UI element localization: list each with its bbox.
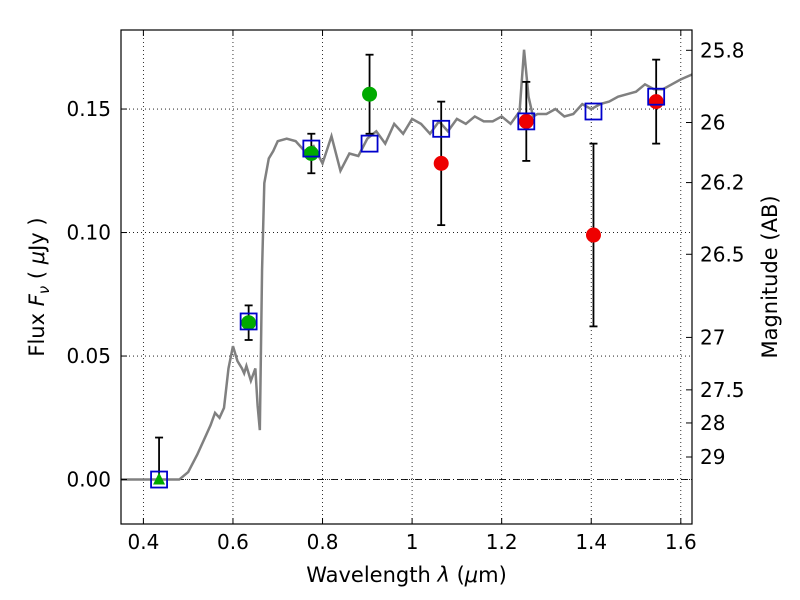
x-tick-label: 1.6 (665, 530, 697, 554)
x-tick-label: 0.6 (217, 530, 249, 554)
detection-point (303, 146, 319, 161)
model-spectrum-line (121, 49, 693, 481)
detection-point (362, 86, 378, 102)
detection-points (153, 86, 664, 485)
axis-ticks: 0.4 0.6 0.8 1 1.2 1.4 1.6 0.00 0.05 0.10 0.15 25.8 2… (66, 30, 745, 554)
model-photometry-square (517, 112, 536, 131)
model-photometry-square (150, 470, 168, 489)
detection-triangle (153, 472, 166, 485)
x-tick-label: 1 (406, 530, 419, 554)
y-tick-label: 0.00 (66, 468, 111, 492)
x-tick-label: 0.4 (127, 530, 159, 554)
x-tick-label: 1.4 (575, 530, 607, 554)
detection-point (585, 227, 601, 243)
y2-tick-label: 29 (700, 445, 725, 469)
model-photometry-square (302, 139, 321, 158)
y-tick-label: 0.05 (66, 344, 111, 368)
x-tick-label: 0.8 (307, 530, 339, 554)
x-tick-label: 1.2 (486, 530, 518, 554)
plot-frame (120, 29, 693, 525)
detection-point (433, 155, 449, 171)
grid (121, 30, 692, 524)
y2-axis-label: Magnitude (AB) (758, 195, 782, 358)
detection-point (518, 113, 534, 129)
detection-point (648, 94, 664, 110)
x-axis-label: Wavelength λ (μm) (306, 563, 507, 587)
model-photometry-square (360, 134, 379, 153)
y2-tick-label: 26.2 (700, 171, 745, 195)
y-tick-label: 0.10 (66, 221, 111, 245)
y2-tick-label: 26 (700, 111, 725, 135)
y2-tick-label: 28 (700, 411, 725, 435)
y2-tick-label: 26.5 (700, 242, 745, 266)
model-photometry-square (432, 119, 451, 138)
detection-point (241, 315, 257, 331)
model-photometry-squares (150, 87, 666, 489)
y-tick-label: 0.15 (66, 97, 111, 121)
error-bars (155, 53, 661, 480)
y-axis-label: Flux Fν ( μJy ) (25, 217, 53, 356)
y2-tick-label: 25.8 (700, 38, 745, 62)
model-photometry-square (647, 87, 666, 106)
model-photometry-square (584, 102, 603, 121)
model-photometry-square (239, 312, 258, 331)
y2-tick-label: 27 (700, 325, 725, 349)
y2-tick-label: 27.5 (700, 378, 745, 402)
